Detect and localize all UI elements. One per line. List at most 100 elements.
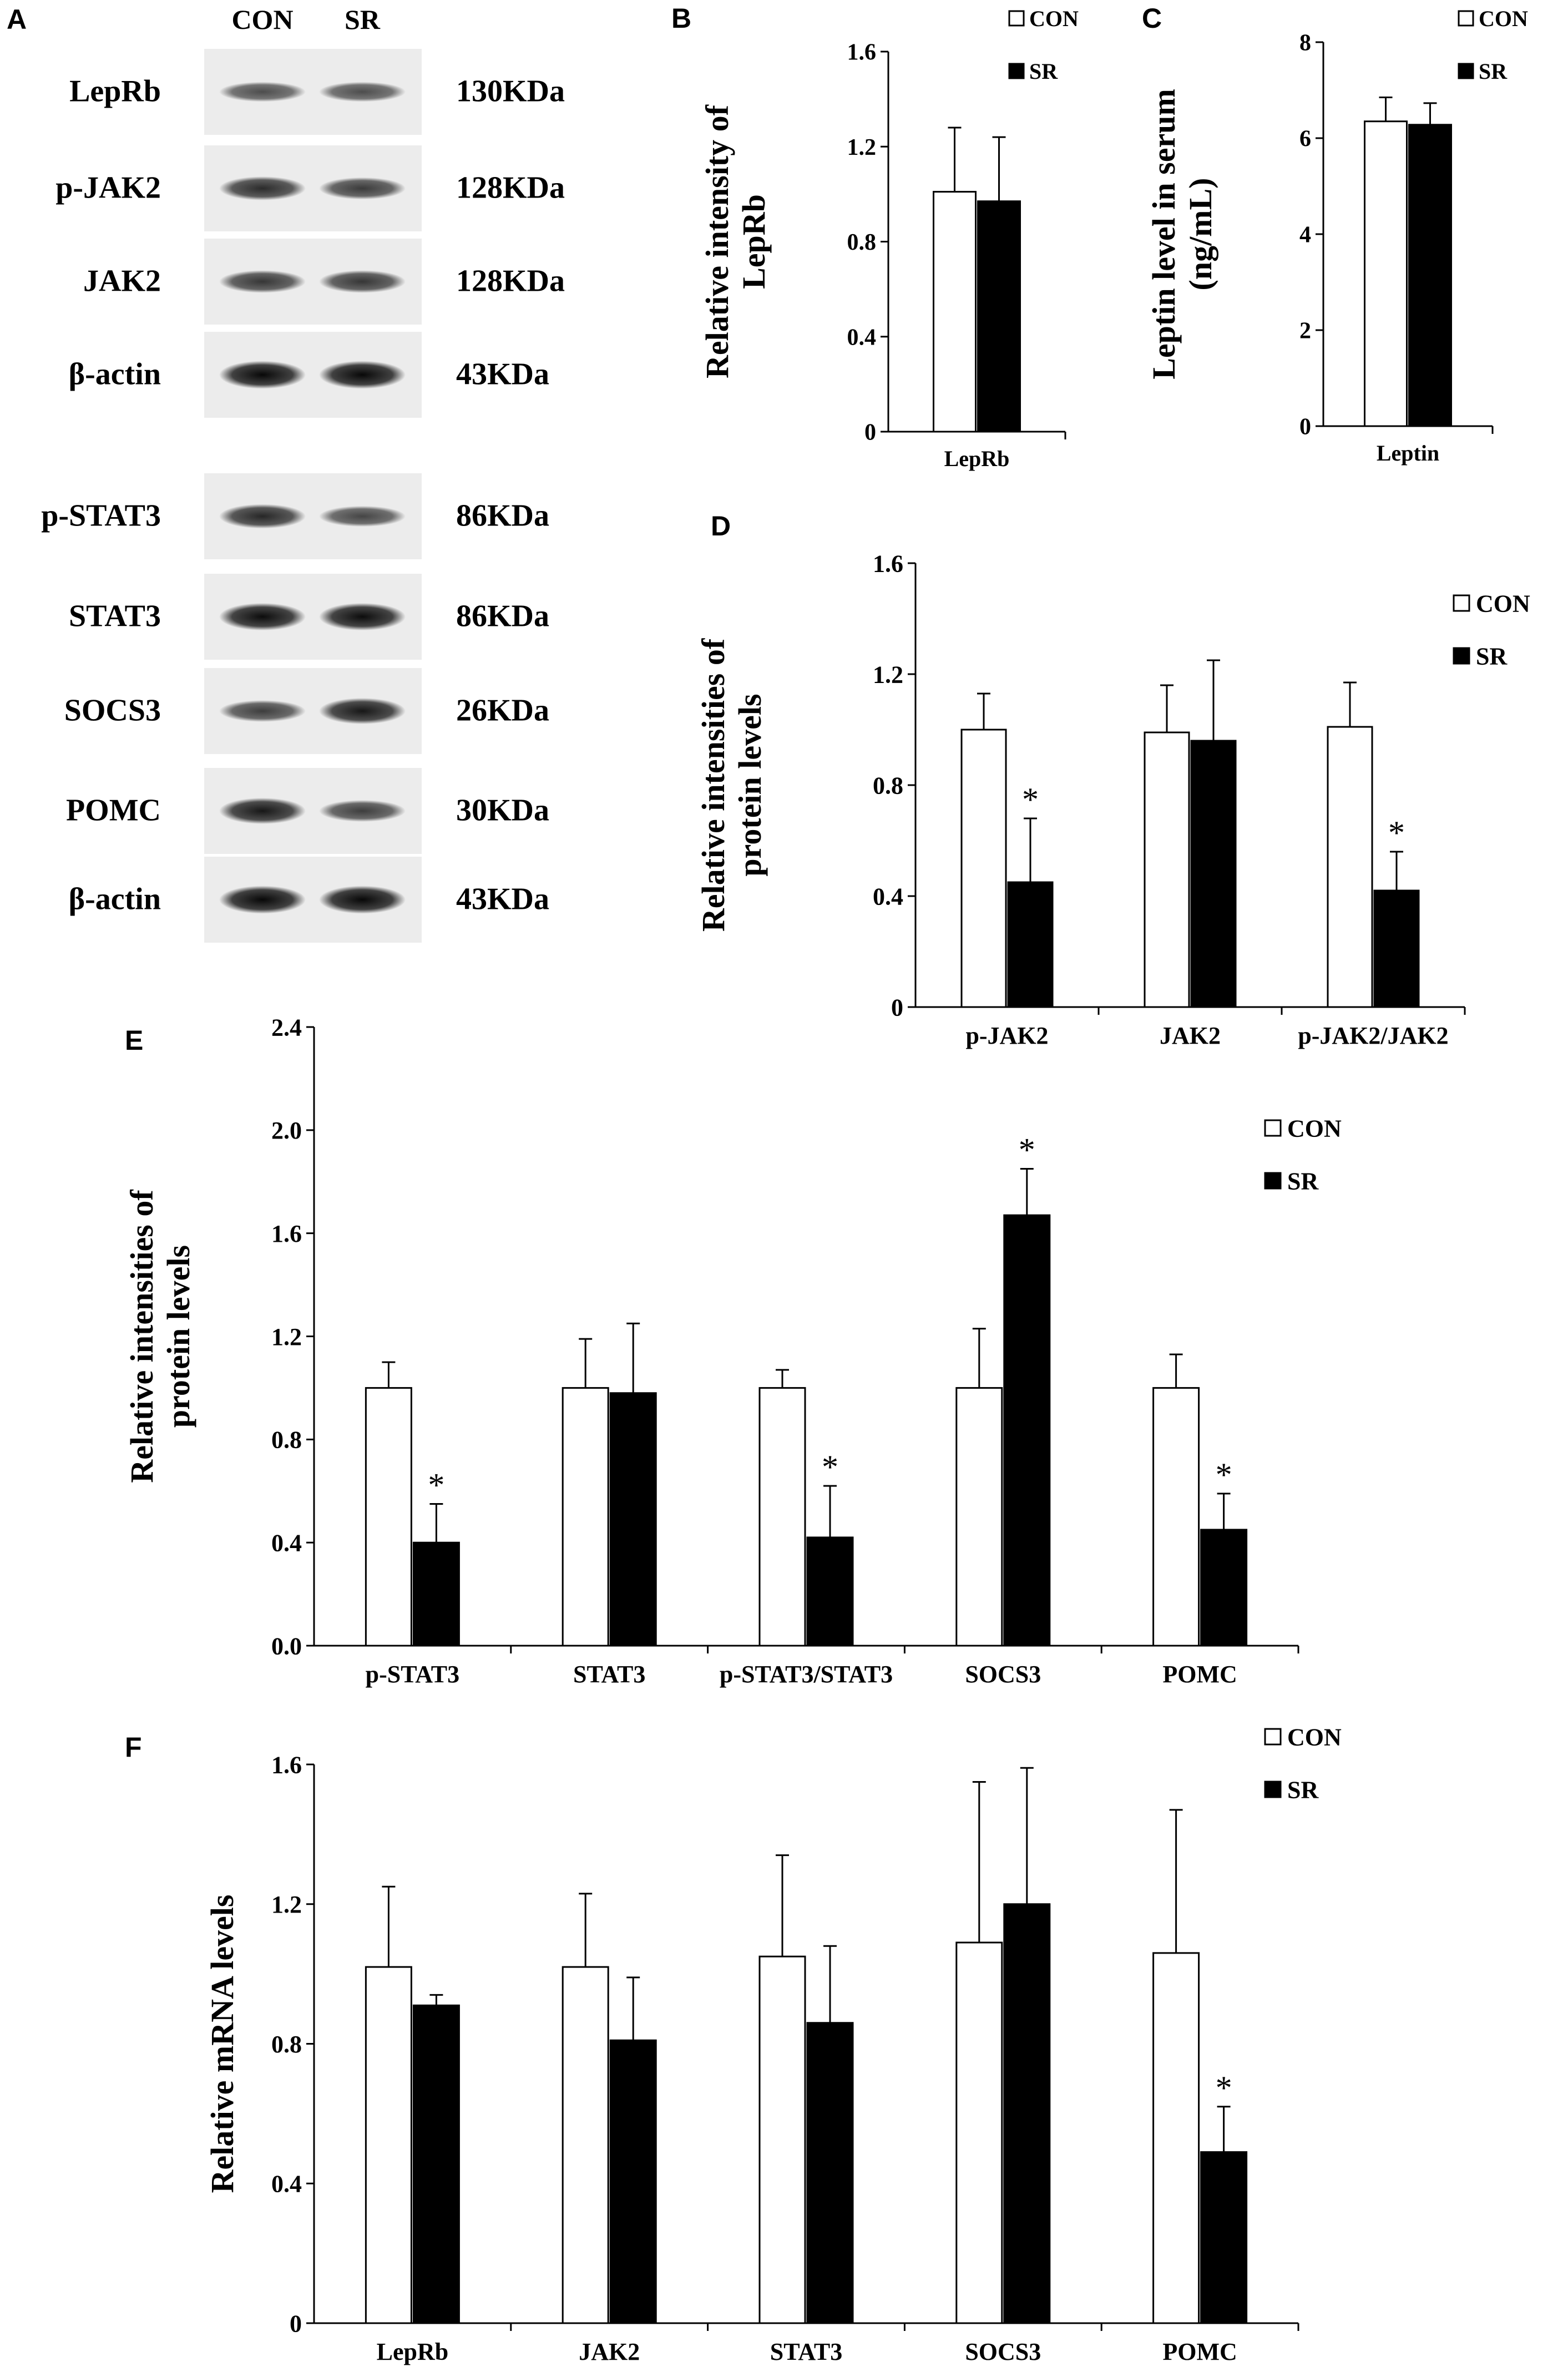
y-axis-label-line: protein levels — [732, 694, 768, 876]
legend-swatch — [1453, 594, 1470, 612]
panel-letter: F — [125, 1732, 142, 1763]
protein-band — [219, 504, 306, 529]
bar-sr — [1003, 1214, 1051, 1647]
blot-strip: STAT3 86KDa — [69, 574, 549, 660]
significance-asterisk: * — [822, 1449, 838, 1485]
protein-label: p-JAK2 — [55, 171, 161, 205]
bar-sr — [1007, 881, 1054, 1008]
bar-sr — [1373, 889, 1420, 1008]
legend-swatch — [1453, 647, 1470, 665]
legend-label: SR — [1287, 1167, 1319, 1195]
legend-label: SR — [1479, 59, 1508, 84]
chart-panel-f: F 0 0.4 0.8 1.2 1.6 Relative mRNA levels LepRb J… — [125, 1723, 1342, 2365]
molecular-weight-label: 128KDa — [456, 264, 565, 299]
y-axis-label-line: Relative intensities of — [695, 638, 731, 932]
protein-band — [319, 603, 406, 631]
y-tick-label: 0 — [864, 420, 876, 446]
y-tick-label: 0.4 — [271, 2171, 302, 2198]
x-tick-label: p-STAT3 — [366, 1661, 460, 1688]
x-tick-label: SOCS3 — [965, 2338, 1041, 2365]
y-axis-label-line: Relative mRNA levels — [204, 1895, 240, 2193]
x-tick-label: Leptin — [1377, 441, 1439, 466]
protein-band — [319, 800, 406, 822]
bar-sr — [1003, 1903, 1051, 2324]
y-axis-label: Relative intensities ofprotein levels — [124, 1190, 196, 1483]
legend-label: SR — [1029, 59, 1058, 84]
protein-band — [219, 797, 306, 825]
y-tick-label: 8 — [1299, 31, 1311, 56]
y-axis-label: Relative mRNA levels — [204, 1895, 240, 2193]
legend-swatch — [1008, 10, 1025, 27]
x-tick-label: p-JAK2/JAK2 — [1298, 1022, 1448, 1049]
y-tick-label: 1.2 — [847, 135, 877, 160]
bar-con — [562, 1387, 609, 1647]
bar-con — [1364, 120, 1408, 427]
molecular-weight-label: 130KDa — [456, 74, 565, 109]
lane-label: CON — [231, 4, 293, 35]
protein-label: LepRb — [69, 74, 161, 109]
y-axis-label-line: LepRb — [736, 194, 772, 289]
x-tick-label: p-STAT3/STAT3 — [720, 1661, 893, 1688]
protein-label: POMC — [66, 793, 161, 828]
y-axis-label-line: protein levels — [160, 1245, 196, 1428]
y-tick-label: 0.8 — [873, 772, 903, 799]
chart-panel-d: D 0 0.4 0.8 1.2 1.6 Relative intensities ofpro… — [695, 510, 1530, 1049]
y-tick-label: 0.8 — [271, 2031, 302, 2058]
y-tick-label: 2 — [1299, 318, 1311, 344]
molecular-weight-label: 86KDa — [456, 599, 549, 634]
x-tick-label: p-JAK2 — [965, 1022, 1048, 1049]
significance-asterisk: * — [428, 1466, 444, 1503]
legend-label: SR — [1476, 643, 1508, 670]
protein-band — [219, 82, 306, 102]
y-tick-label: 2.0 — [271, 1117, 302, 1144]
y-axis-label: Leptin level in serum(ng/mL) — [1146, 89, 1218, 380]
protein-label: JAK2 — [83, 264, 161, 299]
y-tick-label: 0.4 — [847, 325, 877, 350]
legend-swatch — [1458, 10, 1474, 27]
lane-label: SR — [345, 4, 381, 35]
protein-label: SOCS3 — [64, 694, 161, 728]
protein-band — [319, 886, 406, 914]
x-tick-label: POMC — [1162, 2338, 1237, 2365]
blot-strip: POMC 30KDa — [66, 768, 549, 854]
legend-swatch — [1458, 63, 1474, 79]
bar-con — [758, 1387, 806, 1647]
protein-band — [219, 886, 306, 914]
panel-letter: C — [1142, 3, 1162, 34]
bar-sr — [412, 2004, 460, 2324]
legend-label: CON — [1287, 1115, 1342, 1142]
significance-asterisk: * — [1216, 2070, 1232, 2106]
legend-swatch — [1264, 1119, 1282, 1137]
bar-sr — [609, 1392, 657, 1647]
y-tick-label: 1.2 — [271, 1891, 302, 1918]
legend-swatch — [1008, 63, 1025, 79]
y-tick-label: 1.2 — [271, 1323, 302, 1351]
bar-sr — [1200, 2151, 1248, 2324]
y-tick-label: 0.0 — [271, 1632, 302, 1660]
x-tick-label: JAK2 — [579, 2338, 640, 2365]
bar-sr — [412, 1541, 460, 1647]
panel-letter: D — [711, 510, 731, 542]
bar-con — [365, 1966, 412, 2324]
protein-label: β-actin — [69, 882, 161, 917]
x-tick-label: SOCS3 — [965, 1661, 1041, 1688]
blot-strip: p-STAT3 86KDa — [41, 473, 549, 559]
y-tick-label: 1.6 — [847, 40, 877, 65]
y-tick-label: 0.4 — [271, 1530, 302, 1557]
bar-con — [1152, 1387, 1200, 1647]
legend-swatch — [1264, 1172, 1282, 1190]
legend-label: CON — [1029, 6, 1079, 31]
y-tick-label: 4 — [1299, 222, 1311, 248]
protein-band — [219, 603, 306, 631]
y-tick-label: 0.8 — [271, 1427, 302, 1454]
bar-con — [758, 1955, 806, 2324]
significance-asterisk: * — [1022, 781, 1039, 818]
x-tick-label: LepRb — [377, 2338, 449, 2365]
legend-label: CON — [1287, 1723, 1342, 1751]
chart-panel-e: E 0.0 0.4 0.8 1.2 1.6 2.0 2.4 Relative intensiti… — [124, 1014, 1342, 1688]
y-axis-label-line: (ng/mL) — [1182, 178, 1218, 291]
x-tick-label: POMC — [1162, 1661, 1237, 1688]
